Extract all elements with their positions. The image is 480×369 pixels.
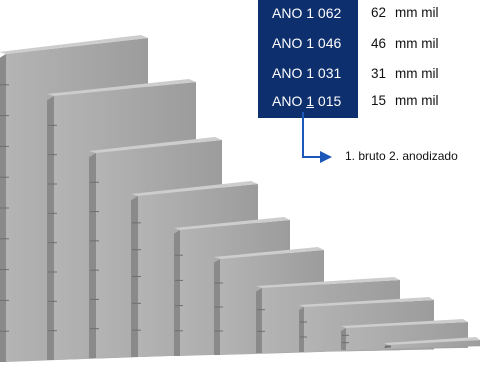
size-row-2: 46 mm mil <box>371 36 480 52</box>
panel-top <box>256 277 400 288</box>
product-code-row-3: ANO 1 031 <box>272 65 341 81</box>
size-row-1: 62 mm mil <box>371 5 480 21</box>
size-unit: mm mil <box>395 5 439 20</box>
size-unit: mm mil <box>395 36 439 51</box>
finish-options-note: 1. bruto 2. anodizado <box>345 149 458 163</box>
code-prefix: ANO 1 <box>272 65 318 81</box>
size-row-3: 31 mm mil <box>371 66 480 82</box>
product-code-row-2: ANO 1 046 <box>272 35 341 51</box>
product-code-row-4: ANO 1 015 <box>272 93 341 109</box>
panel-side <box>299 307 304 352</box>
size-value: 31 <box>371 66 387 81</box>
panel-top <box>384 337 480 345</box>
panel-top <box>131 181 258 196</box>
code-suffix: 46 <box>325 35 342 51</box>
panel-top <box>174 217 290 230</box>
size-unit: mm mil <box>395 66 439 81</box>
panel-top <box>214 247 324 259</box>
panel-side <box>256 288 262 353</box>
code-suffix: 31 <box>325 65 342 81</box>
panel-side <box>47 96 54 360</box>
product-code-box: ANO 1 062 ANO 1 046 ANO 1 031 ANO 1 015 <box>258 0 358 118</box>
size-value: 62 <box>371 5 387 20</box>
size-value: 15 <box>371 93 387 108</box>
panel-top <box>89 137 222 153</box>
code-prefix: ANO 1 <box>272 35 318 51</box>
code-variant-digit: 1 <box>306 93 315 109</box>
code-suffix: 015 <box>314 93 342 109</box>
panel-front <box>388 340 480 348</box>
product-code-row-1: ANO 1 062 <box>272 5 341 21</box>
size-value: 46 <box>371 36 387 51</box>
size-unit: mm mil <box>395 93 439 108</box>
size-row-4: 15 mm mil <box>371 93 480 109</box>
panel-top <box>47 79 196 96</box>
arrow-shaft <box>302 156 320 158</box>
code-digit: 0 <box>317 35 326 51</box>
panel-10 <box>384 337 480 348</box>
panel-top <box>341 319 468 328</box>
code-digit: 0 <box>317 65 326 81</box>
panel-side <box>174 230 180 356</box>
arrow-stem <box>302 120 304 158</box>
code-prefix: ANO <box>272 93 307 109</box>
panel-top <box>299 297 434 307</box>
code-suffix: 62 <box>325 5 342 21</box>
arrow-right-icon <box>320 151 332 163</box>
code-prefix: ANO 1 <box>272 5 318 21</box>
panel-top <box>0 35 148 54</box>
panel-side <box>341 328 346 350</box>
code-digit: 0 <box>317 5 326 21</box>
panel-side <box>89 153 96 358</box>
variant-marker <box>302 112 304 120</box>
